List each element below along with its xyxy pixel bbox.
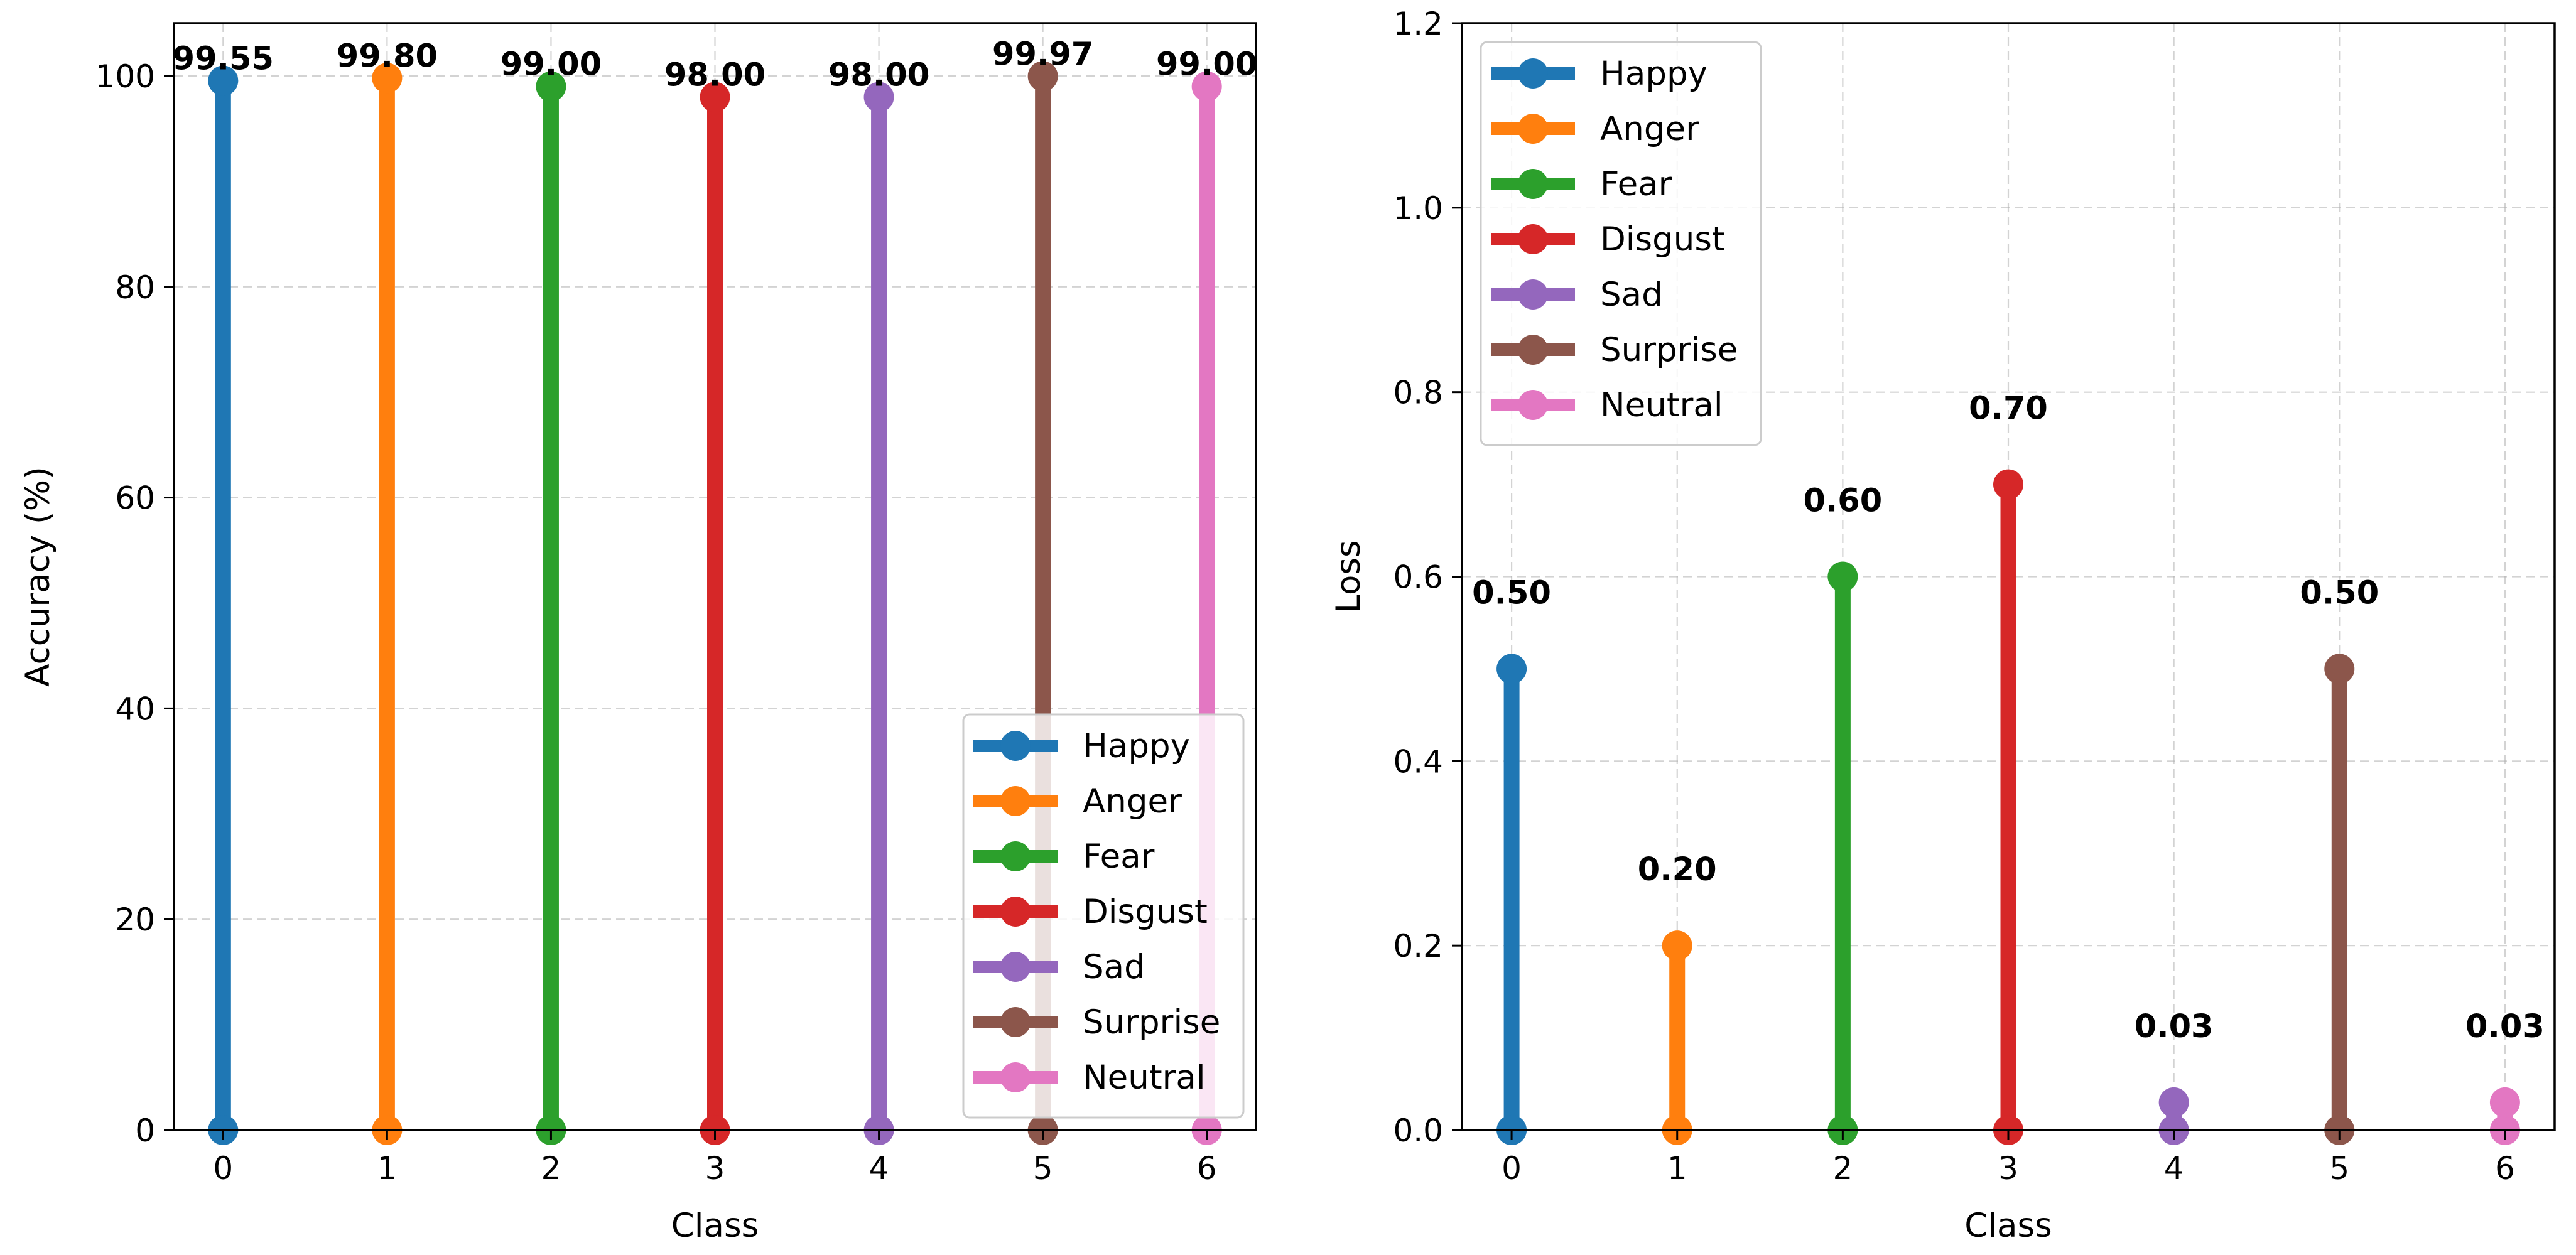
legend-marker-surprise bbox=[1000, 1007, 1031, 1037]
legend: Happy Anger Fear Disgust Sad Surprise Neutral bbox=[1480, 41, 1762, 446]
y-tick-label: 100 bbox=[95, 58, 155, 95]
legend: Happy Anger Fear Disgust Sad Surprise Neutral bbox=[962, 713, 1245, 1119]
legend-label-neutral: Neutral bbox=[1083, 1058, 1206, 1097]
legend-marker-fear bbox=[1000, 841, 1031, 871]
data-label-surprise: 0.50 bbox=[2300, 574, 2379, 611]
stem-head-marker-happy bbox=[1496, 654, 1527, 684]
y-tick-label: 0.6 bbox=[1393, 559, 1443, 596]
legend-marker-anger bbox=[1518, 114, 1548, 144]
legend-marker-disgust bbox=[1000, 897, 1031, 927]
legend-label-surprise: Surprise bbox=[1083, 1003, 1220, 1042]
y-tick-label: 80 bbox=[115, 269, 155, 306]
legend-marker-happy bbox=[1000, 731, 1031, 761]
y-tick-label: 0.4 bbox=[1393, 743, 1443, 780]
y-tick-label: 0 bbox=[135, 1112, 155, 1149]
y-axis-label: Loss bbox=[1329, 540, 1368, 613]
legend-marker-sad bbox=[1518, 279, 1548, 310]
data-label-fear: 0.60 bbox=[1803, 483, 1882, 520]
y-tick-label: 0.0 bbox=[1393, 1112, 1443, 1149]
x-tick-label: 2 bbox=[1832, 1150, 1853, 1187]
loss-chart: 0.50 0.20 0.60 0.70 0.03 0.50 0.03 0 1 2 3 4 5 6 0.0 0.… bbox=[1329, 6, 2556, 1245]
legend-label-disgust: Disgust bbox=[1083, 893, 1208, 931]
legend-marker-disgust bbox=[1518, 224, 1548, 254]
legend-label-anger: Anger bbox=[1600, 110, 1699, 148]
accuracy-chart: 99.55 99.80 99.00 98.00 98.00 99.97 99.00 0 1 2 3 4… bbox=[19, 22, 1257, 1245]
x-tick-label: 2 bbox=[541, 1150, 561, 1187]
x-tick-label: 0 bbox=[213, 1150, 233, 1187]
x-tick-label: 6 bbox=[1197, 1150, 1217, 1187]
legend-label-fear: Fear bbox=[1083, 838, 1155, 876]
stem-head-marker-sad bbox=[2158, 1087, 2189, 1118]
data-label-happy: 0.50 bbox=[1472, 574, 1551, 611]
x-tick-label: 4 bbox=[869, 1150, 889, 1187]
legend-marker-happy bbox=[1518, 58, 1548, 89]
x-tick-label: 1 bbox=[377, 1150, 397, 1187]
data-label-neutral: 99.00 bbox=[1156, 46, 1257, 83]
legend-label-anger: Anger bbox=[1083, 782, 1182, 821]
legend-label-happy: Happy bbox=[1600, 55, 1707, 93]
legend-label-happy: Happy bbox=[1083, 727, 1190, 765]
data-label-neutral: 0.03 bbox=[2465, 1008, 2545, 1045]
data-label-surprise: 99.97 bbox=[992, 36, 1093, 73]
data-label-anger: 0.20 bbox=[1638, 851, 1717, 888]
x-tick-label: 4 bbox=[2164, 1150, 2184, 1187]
y-tick-label: 1.2 bbox=[1393, 6, 1443, 42]
legend-label-fear: Fear bbox=[1600, 165, 1672, 203]
stem-head-marker-disgust bbox=[1993, 469, 2023, 500]
legend-label-sad: Sad bbox=[1083, 948, 1145, 986]
data-label-sad: 0.03 bbox=[2135, 1008, 2214, 1045]
y-tick-label: 20 bbox=[115, 902, 155, 938]
y-tick-label: 0.8 bbox=[1393, 375, 1443, 411]
x-tick-label: 5 bbox=[2329, 1150, 2349, 1187]
stem-head-marker-fear bbox=[1827, 561, 1858, 592]
legend-marker-surprise bbox=[1518, 335, 1548, 365]
y-axis-label: Accuracy (%) bbox=[19, 466, 57, 687]
stem-head-marker-surprise bbox=[2324, 654, 2355, 684]
legend-marker-neutral bbox=[1518, 390, 1548, 420]
y-tick-label: 1.0 bbox=[1393, 190, 1443, 227]
legend-marker-anger bbox=[1000, 786, 1031, 816]
data-label-fear: 99.00 bbox=[501, 46, 602, 83]
legend-marker-neutral bbox=[1000, 1062, 1031, 1092]
x-tick-label: 5 bbox=[1033, 1150, 1053, 1187]
stem-head-marker-neutral bbox=[1191, 71, 1222, 102]
legend-label-disgust: Disgust bbox=[1600, 220, 1725, 259]
legend-label-sad: Sad bbox=[1600, 276, 1663, 314]
x-axis-label: Class bbox=[671, 1207, 759, 1245]
stem-head-marker-anger bbox=[372, 63, 403, 94]
stem-head-marker-anger bbox=[1662, 930, 1692, 961]
stem-head-marker-fear bbox=[536, 71, 566, 102]
stem-head-marker-neutral bbox=[2489, 1087, 2520, 1118]
x-tick-label: 3 bbox=[705, 1150, 725, 1187]
x-tick-label: 3 bbox=[1998, 1150, 2018, 1187]
x-tick-label: 0 bbox=[1502, 1150, 1522, 1187]
x-tick-label: 1 bbox=[1667, 1150, 1687, 1187]
y-tick-label: 60 bbox=[115, 480, 155, 517]
data-label-sad: 98.00 bbox=[828, 57, 929, 94]
legend-marker-sad bbox=[1000, 952, 1031, 982]
legend-marker-fear bbox=[1518, 169, 1548, 199]
y-tick-label: 0.2 bbox=[1393, 928, 1443, 964]
stem-head-marker-happy bbox=[208, 65, 239, 96]
y-tick-label: 40 bbox=[115, 691, 155, 727]
stem-head-marker-disgust bbox=[700, 82, 730, 112]
data-label-disgust: 98.00 bbox=[664, 57, 766, 94]
legend-label-surprise: Surprise bbox=[1600, 331, 1738, 369]
data-label-disgust: 0.70 bbox=[1969, 391, 2048, 428]
legend-label-neutral: Neutral bbox=[1600, 386, 1723, 424]
stem-head-marker-sad bbox=[863, 82, 894, 112]
stem-head-marker-surprise bbox=[1027, 61, 1058, 92]
data-label-anger: 99.80 bbox=[337, 38, 438, 75]
x-axis-label: Class bbox=[1964, 1207, 2052, 1245]
x-tick-label: 6 bbox=[2495, 1150, 2515, 1187]
data-label-happy: 99.55 bbox=[173, 41, 274, 78]
